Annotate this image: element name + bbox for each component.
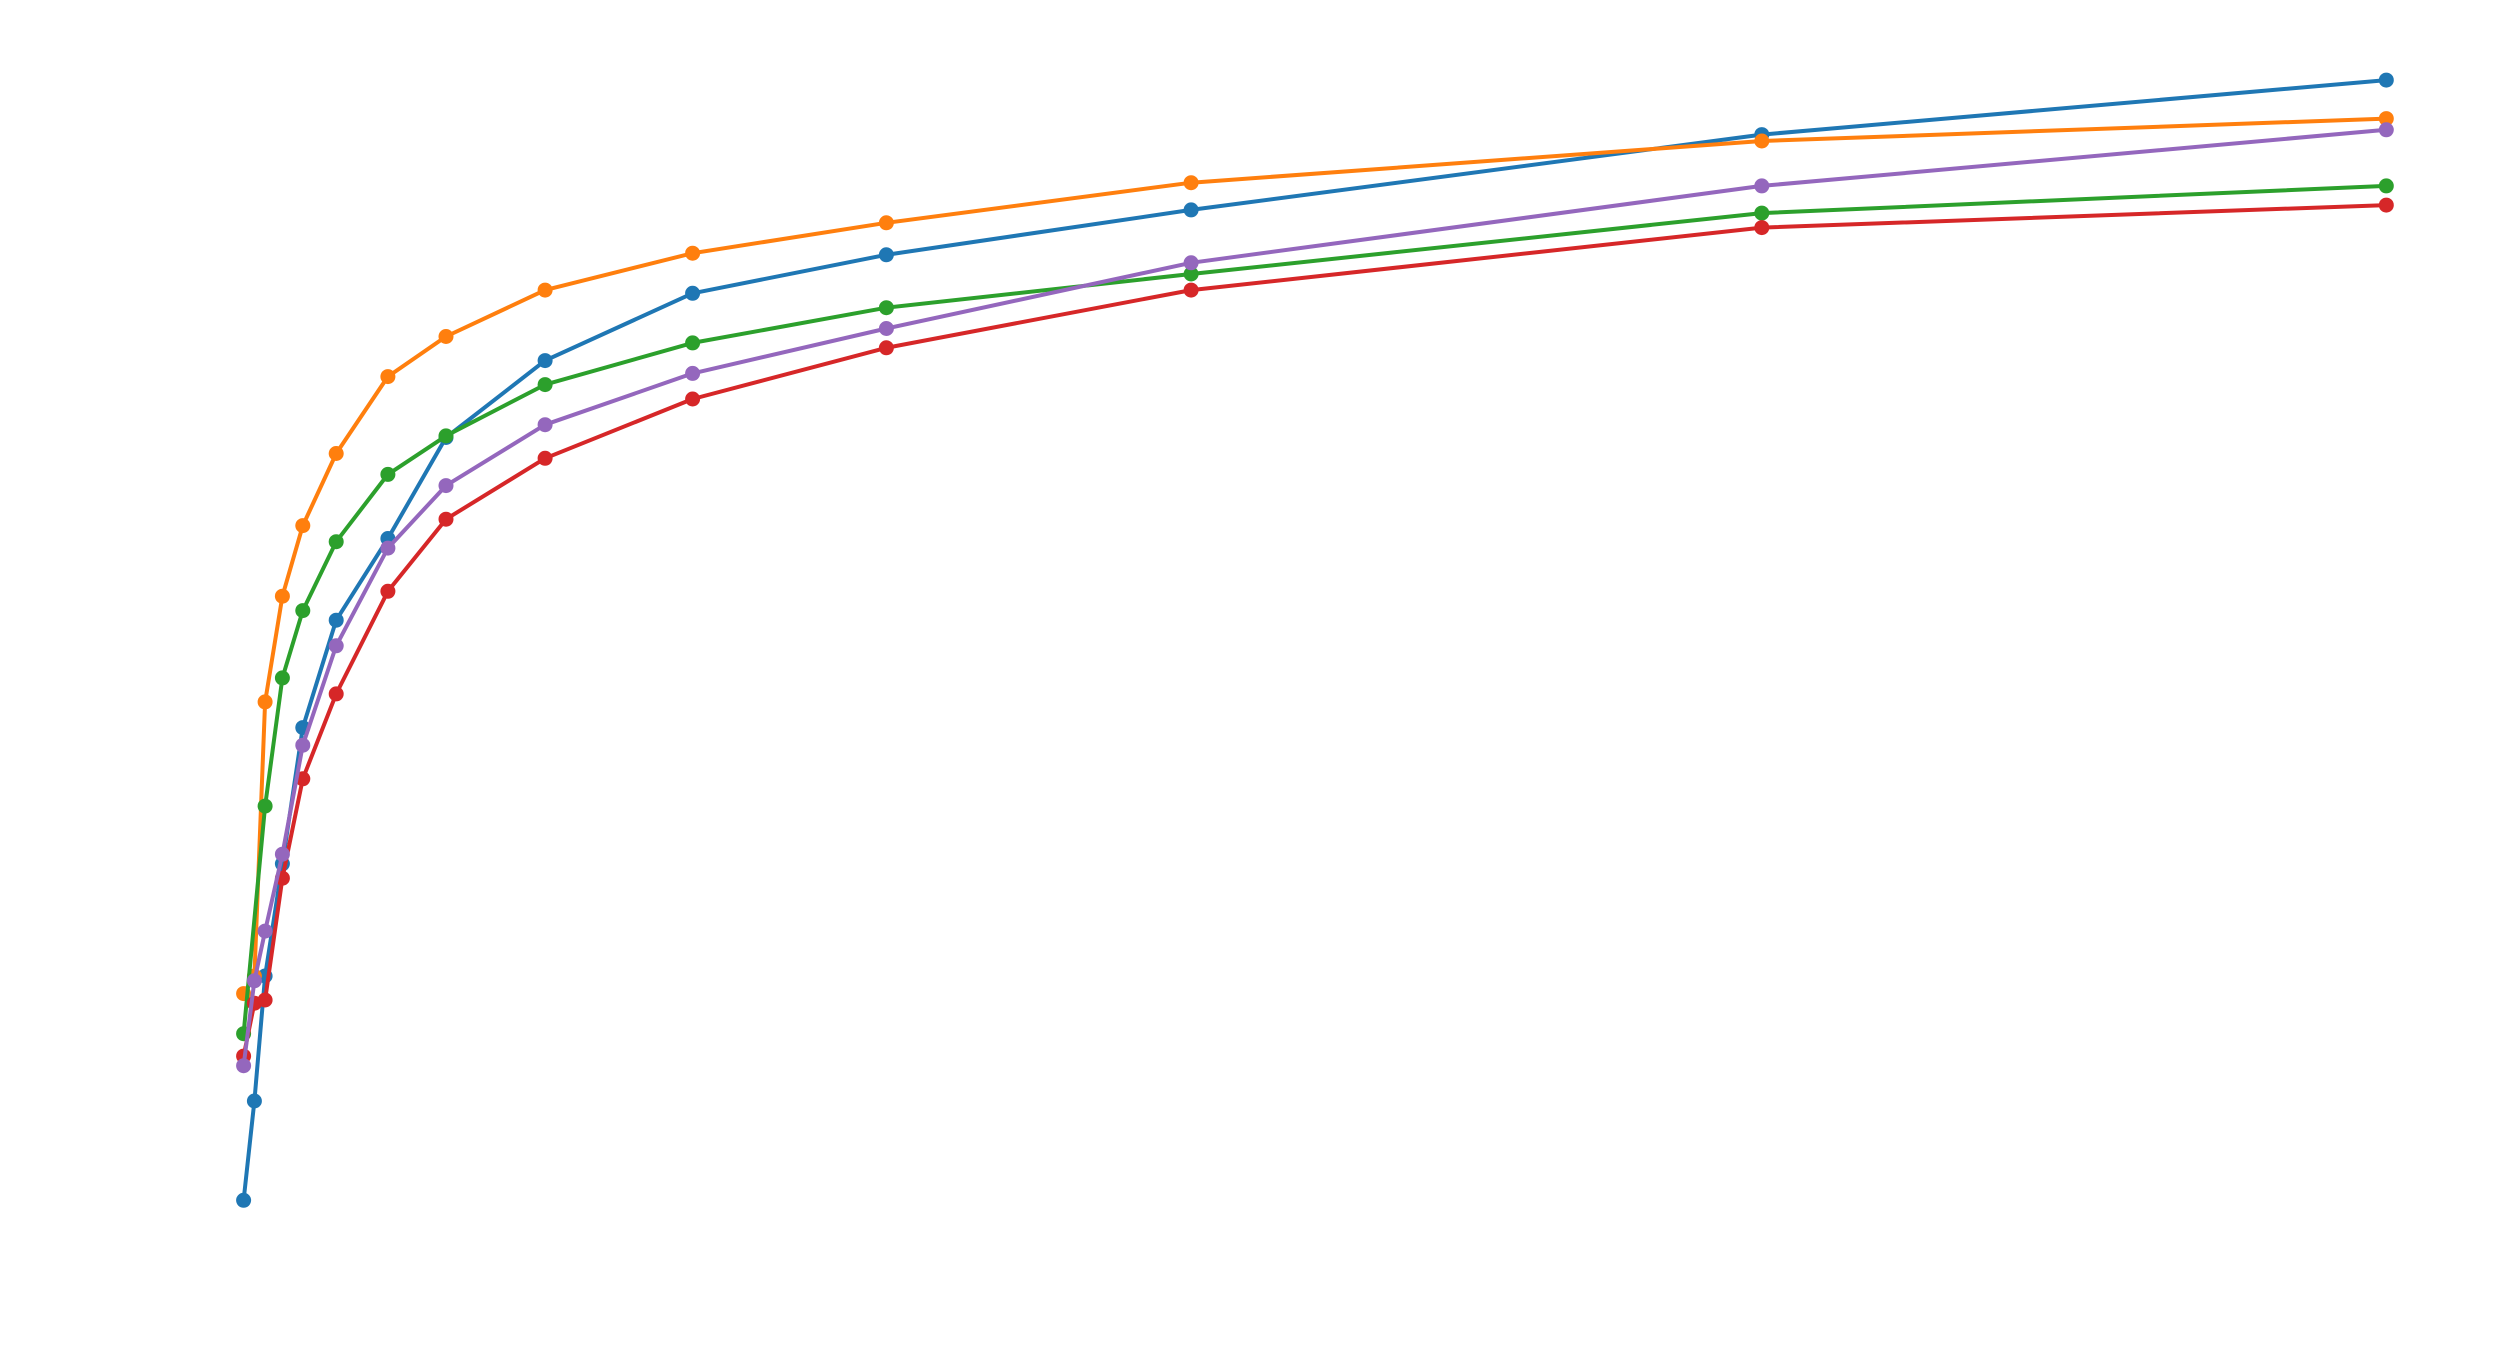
data-point xyxy=(2378,178,2394,194)
data-point xyxy=(685,245,701,261)
series-0 xyxy=(236,72,2394,1208)
data-point xyxy=(274,588,290,604)
data-point xyxy=(1183,202,1199,218)
data-point xyxy=(2378,72,2394,88)
data-point xyxy=(2378,111,2394,127)
series-2 xyxy=(236,178,2394,1042)
data-point xyxy=(1754,205,1770,221)
data-point xyxy=(438,511,454,527)
series-line xyxy=(241,183,2387,1034)
data-point xyxy=(274,846,290,862)
data-point xyxy=(328,612,344,628)
data-point xyxy=(328,534,344,550)
data-point xyxy=(438,478,454,494)
data-point xyxy=(878,321,894,336)
data-point xyxy=(380,369,396,385)
data-point xyxy=(878,215,894,231)
data-point xyxy=(685,285,701,301)
data-point xyxy=(295,737,311,753)
data-point xyxy=(257,694,273,710)
data-point xyxy=(2378,122,2394,138)
data-point xyxy=(236,1058,252,1074)
data-point xyxy=(257,923,273,939)
data-point xyxy=(1183,175,1199,191)
data-point xyxy=(1183,255,1199,271)
data-point xyxy=(380,540,396,556)
data-point xyxy=(878,247,894,263)
series-3 xyxy=(236,197,2394,1064)
data-point xyxy=(537,282,553,298)
data-point xyxy=(685,365,701,381)
data-point xyxy=(236,1192,252,1208)
series-line xyxy=(241,116,2387,995)
data-point xyxy=(878,300,894,316)
data-point xyxy=(257,992,273,1008)
data-point xyxy=(328,446,344,461)
data-point xyxy=(257,798,273,814)
data-point xyxy=(2378,197,2394,213)
series-4 xyxy=(236,122,2394,1074)
data-point xyxy=(246,973,262,989)
data-point xyxy=(274,670,290,686)
data-point xyxy=(537,377,553,393)
series-line xyxy=(241,203,2387,1057)
data-point xyxy=(1754,220,1770,236)
data-point xyxy=(1754,178,1770,194)
data-point xyxy=(438,329,454,344)
data-point xyxy=(380,466,396,482)
data-point xyxy=(537,353,553,369)
data-point xyxy=(295,603,311,619)
data-point xyxy=(438,428,454,444)
data-point xyxy=(537,417,553,433)
data-point xyxy=(1183,266,1199,282)
data-point xyxy=(878,340,894,356)
data-point xyxy=(537,450,553,466)
series-line xyxy=(241,127,2387,1066)
data-point xyxy=(1754,133,1770,149)
data-point xyxy=(328,686,344,702)
data-point xyxy=(1183,282,1199,298)
data-point xyxy=(328,638,344,654)
series-line xyxy=(241,78,2387,1201)
data-point xyxy=(380,583,396,599)
data-point xyxy=(685,335,701,351)
data-point xyxy=(685,391,701,407)
data-point xyxy=(246,1093,262,1109)
data-point xyxy=(295,518,311,534)
